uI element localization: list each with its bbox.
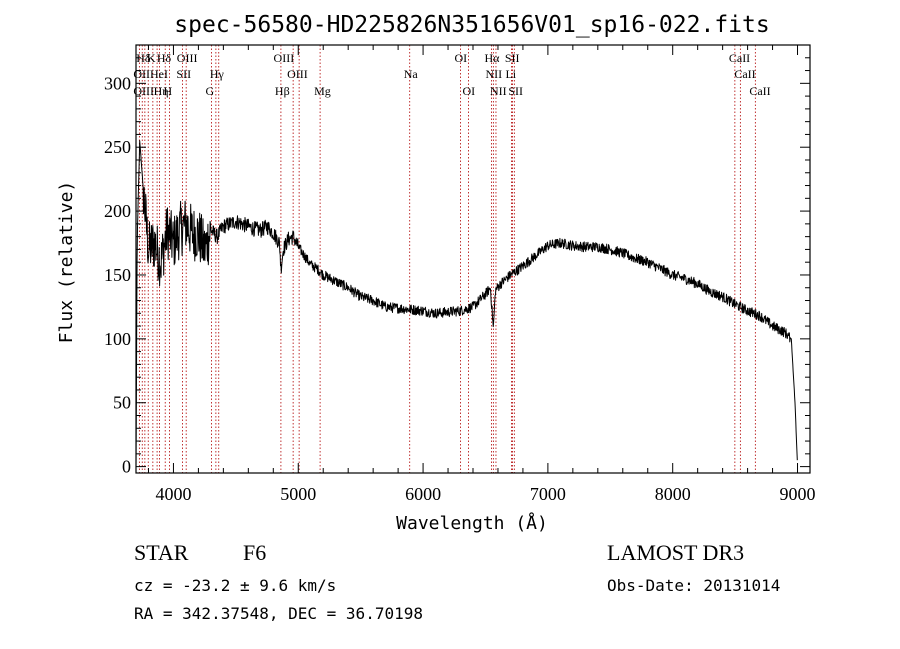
line-marker-label: SII [508, 84, 523, 98]
line-marker-label: Hδ [157, 51, 172, 65]
y-tick-label: 150 [104, 265, 131, 285]
y-axis-label: Flux (relative) [56, 181, 77, 344]
line-marker-label: K [147, 51, 156, 65]
coordinates: RA = 342.37548, DEC = 36.70198 [134, 604, 423, 623]
line-marker-label: OIII [287, 67, 308, 81]
line-marker-label: CaII [749, 84, 770, 98]
obs-date: Obs-Date: 20131014 [607, 576, 781, 595]
chart-title: spec-56580-HD225826N351656V01_sp16-022.f… [174, 12, 769, 38]
x-tick-label: 4000 [155, 484, 191, 504]
flux-series-line [135, 140, 798, 467]
line-marker-label: CaII [734, 67, 755, 81]
line-marker-label: OIII [133, 84, 154, 98]
x-tick-label: 8000 [655, 484, 691, 504]
y-tick-label: 200 [104, 201, 131, 221]
spectral-subclass: F6 [243, 540, 267, 565]
survey-name: LAMOST DR3 [607, 540, 745, 565]
line-marker-label: NII [490, 84, 507, 98]
object-class: STAR [134, 540, 189, 565]
data-group [135, 140, 798, 467]
plot-frame [135, 44, 811, 474]
line-marker-label: NII [485, 67, 502, 81]
line-marker-label: OIII [177, 51, 198, 65]
line-marker-label: OI [455, 51, 468, 65]
line-marker-label: HeI [150, 67, 168, 81]
x-tick-label: 5000 [280, 484, 316, 504]
line-marker-label: Hη [154, 84, 169, 98]
y-tick-label: 250 [104, 137, 131, 157]
tick-group: 4000 5000 6000 7000 8000 9000 0 50 100 150 200 250 3… [104, 45, 816, 504]
line-marker-label: OIII [274, 51, 295, 65]
y-tick-label: 100 [104, 329, 131, 349]
y-tick-label: 50 [113, 393, 131, 413]
line-marker-label: Hγ [210, 67, 225, 81]
line-marker-label: Hβ [275, 84, 290, 98]
y-tick-label: 0 [122, 457, 131, 477]
line-marker-label: Mg [314, 84, 331, 98]
line-marker-label: Hα [484, 51, 500, 65]
line-marker-label: H [163, 84, 172, 98]
x-tick-label: 9000 [780, 484, 816, 504]
line-marker-label: Li [505, 67, 516, 81]
x-axis-label: Wavelength (Å) [396, 512, 548, 534]
x-tick-label: 7000 [530, 484, 566, 504]
line-marker-label: Na [404, 67, 419, 81]
line-marker-label: Hδ [136, 51, 151, 65]
line-marker-label: OI [463, 84, 476, 98]
line-marker-label: SII [505, 51, 520, 65]
y-tick-label: 300 [104, 73, 131, 93]
redshift-text: cz = -23.2 ± 9.6 km/s [134, 576, 337, 595]
line-marker-label: G [206, 84, 215, 98]
line-marker-label: CaII [729, 51, 750, 65]
x-tick-label: 6000 [405, 484, 441, 504]
line-marker-label: SII [176, 67, 191, 81]
